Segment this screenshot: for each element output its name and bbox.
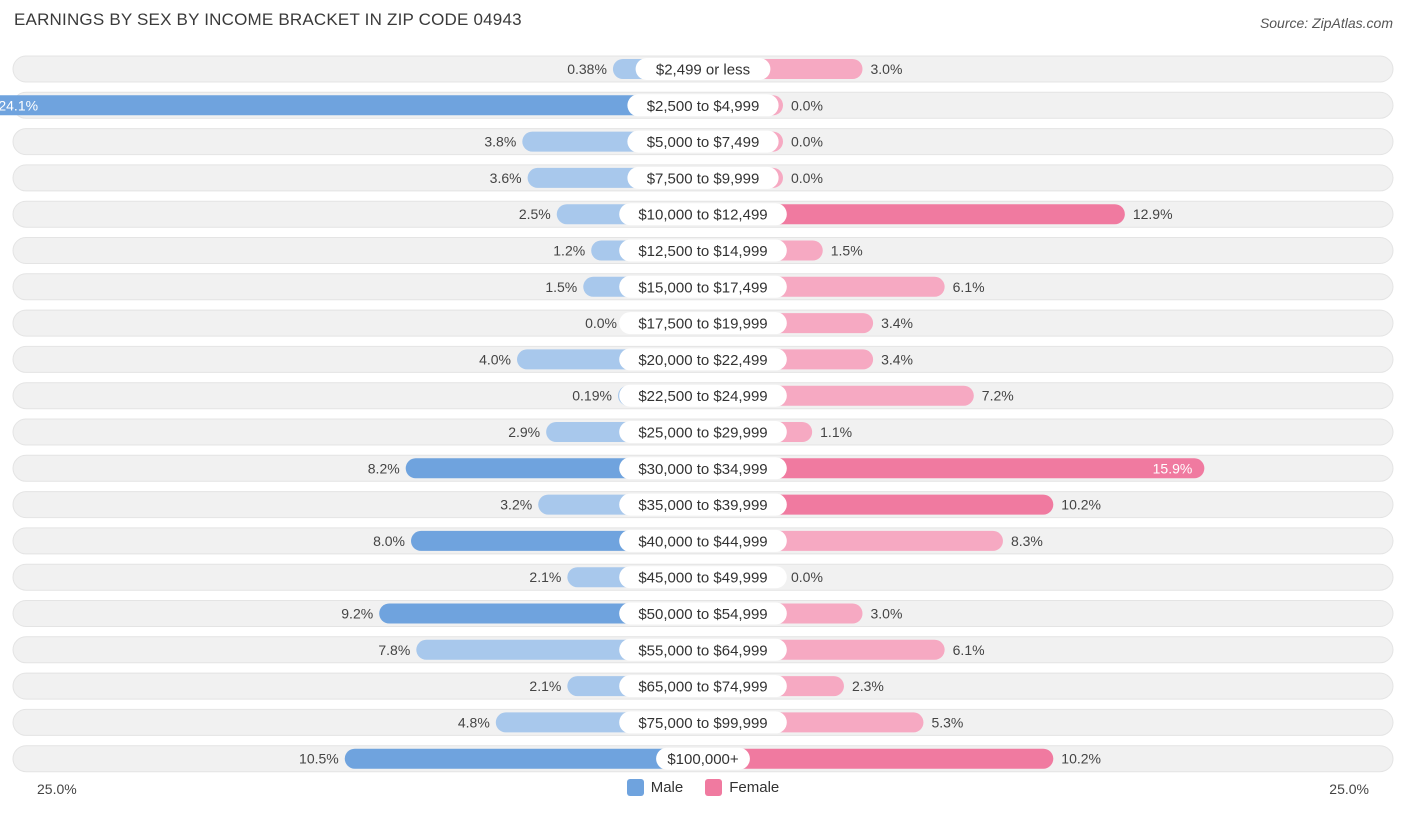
value-label-female: 7.2%	[982, 388, 1014, 404]
value-label-male: 4.0%	[479, 351, 511, 367]
category-pill	[627, 166, 779, 189]
legend-item-male[interactable]: Male	[626, 779, 684, 796]
category-label: $35,000 to $39,999	[638, 497, 767, 514]
value-label-female: 3.0%	[871, 606, 903, 622]
category-pill	[635, 58, 771, 80]
value-label-female: 3.0%	[871, 61, 903, 77]
legend-item-female[interactable]: Female	[705, 779, 779, 796]
category-pill	[619, 566, 787, 589]
legend-label-female: Female	[729, 779, 780, 796]
category-pill	[627, 94, 779, 117]
category-label: $45,000 to $49,999	[638, 570, 767, 587]
value-label-male: 2.5%	[519, 206, 551, 222]
value-label-female: 6.1%	[953, 279, 985, 295]
bar-female	[703, 204, 1125, 225]
category-pill	[619, 312, 787, 335]
value-label-female: 3.4%	[881, 351, 913, 367]
axis-left-label: 25.0%	[37, 781, 77, 797]
category-label: $22,500 to $24,999	[638, 388, 767, 405]
value-label-male: 0.0%	[585, 315, 617, 331]
legend-swatch-female	[705, 779, 723, 796]
category-label: $15,000 to $17,499	[638, 279, 767, 296]
value-label-male: 1.5%	[545, 279, 577, 295]
value-label-male: 0.19%	[572, 388, 612, 404]
value-label-male: 2.9%	[508, 424, 540, 440]
category-pill	[619, 711, 787, 734]
category-pill	[619, 638, 787, 661]
value-label-male: 1.2%	[553, 243, 585, 259]
legend-swatch-male	[626, 779, 644, 796]
chart-title: EARNINGS BY SEX BY INCOME BRACKET IN ZIP…	[14, 10, 522, 29]
axis-right-label: 25.0%	[1329, 781, 1369, 797]
category-label: $17,500 to $19,999	[638, 316, 767, 333]
category-label: $20,000 to $22,499	[638, 352, 767, 369]
bar-female	[703, 494, 1054, 515]
category-label: $100,000+	[667, 751, 739, 768]
value-label-male: 0.38%	[567, 61, 607, 77]
value-label-female: 8.3%	[1011, 533, 1043, 549]
value-label-female: 10.2%	[1061, 751, 1101, 767]
category-label: $2,500 to $4,999	[647, 98, 760, 115]
category-pill	[619, 675, 787, 698]
category-label: $30,000 to $34,999	[638, 461, 767, 478]
category-pill	[619, 421, 787, 443]
value-label-male: 2.1%	[529, 569, 561, 585]
category-label: $5,000 to $7,499	[647, 134, 760, 151]
value-label-female: 3.4%	[881, 315, 913, 331]
category-pill	[619, 493, 787, 516]
value-label-female: 10.2%	[1061, 497, 1101, 513]
category-label: $65,000 to $74,999	[638, 679, 767, 696]
value-label-female: 0.0%	[791, 170, 823, 186]
value-label-female: 0.0%	[791, 97, 823, 113]
bar-male	[0, 95, 703, 116]
category-pill	[619, 203, 787, 226]
category-pill	[619, 602, 787, 625]
value-label-male: 10.5%	[299, 751, 339, 767]
value-label-male: 4.8%	[458, 714, 490, 730]
value-label-male: 3.6%	[490, 170, 522, 186]
value-label-male: 3.8%	[484, 134, 516, 150]
category-label: $10,000 to $12,499	[638, 207, 767, 224]
category-pill	[656, 747, 750, 770]
value-label-female: 6.1%	[953, 642, 985, 658]
category-pill	[619, 275, 787, 298]
bar-male	[344, 748, 703, 769]
category-pill	[619, 348, 787, 371]
value-label-female: 0.0%	[791, 134, 823, 150]
value-label-male: 7.8%	[378, 642, 410, 658]
value-label-male: 2.1%	[529, 678, 561, 694]
category-label: $50,000 to $54,999	[638, 606, 767, 623]
value-label-male: 8.2%	[368, 460, 400, 476]
legend-label-male: Male	[650, 779, 684, 796]
value-label-female: 1.5%	[831, 243, 863, 259]
value-label-female: 1.1%	[820, 424, 852, 440]
category-label: $7,500 to $9,999	[647, 170, 760, 187]
category-pill	[627, 130, 779, 153]
category-pill	[619, 529, 787, 552]
category-label: $12,500 to $14,999	[638, 243, 767, 260]
category-label: $2,499 or less	[656, 62, 750, 79]
category-label: $55,000 to $64,999	[638, 642, 767, 659]
bar-female	[703, 748, 1054, 769]
value-label-female: 15.9%	[1153, 460, 1193, 476]
legend: Male Female	[0, 779, 1406, 796]
value-label-female: 12.9%	[1133, 206, 1173, 222]
value-label-male: 3.2%	[500, 497, 532, 513]
value-label-female: 0.0%	[791, 569, 823, 585]
bar-female	[703, 458, 1205, 479]
category-pill	[619, 384, 787, 407]
category-pill	[619, 457, 787, 480]
category-label: $40,000 to $44,999	[638, 533, 767, 550]
source-label: Source: ZipAtlas.com	[1259, 15, 1393, 31]
category-label: $25,000 to $29,999	[638, 425, 767, 442]
value-label-female: 5.3%	[931, 714, 963, 730]
value-label-female: 2.3%	[852, 678, 884, 694]
value-label-male: 8.0%	[373, 533, 405, 549]
value-label-male: 24.1%	[0, 97, 38, 113]
category-label: $75,000 to $99,999	[638, 715, 767, 732]
category-pill	[619, 239, 787, 262]
value-label-male: 9.2%	[341, 606, 373, 622]
